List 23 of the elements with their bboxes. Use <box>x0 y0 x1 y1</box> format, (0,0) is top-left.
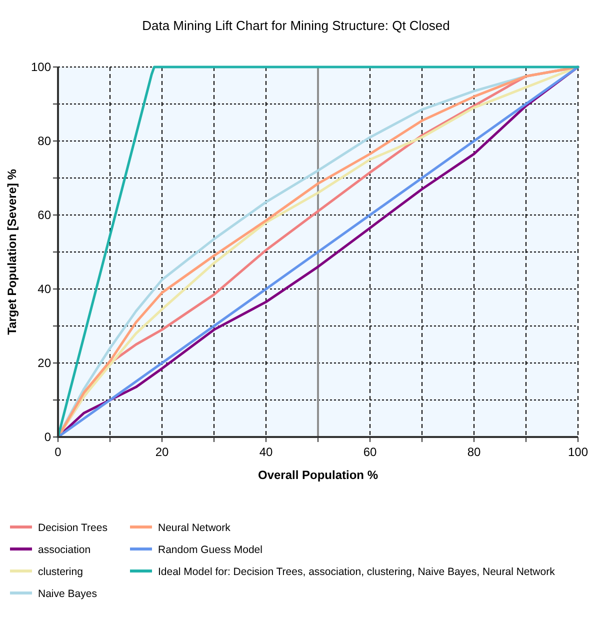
y-tick-label: 60 <box>38 208 52 222</box>
chart-title: Data Mining Lift Chart for Mining Structure: Qt Closed <box>142 18 450 33</box>
y-tick-label: 20 <box>38 356 52 370</box>
y-tick-label: 0 <box>44 430 52 444</box>
x-tick-label: 80 <box>467 445 481 459</box>
legend-label: Ideal Model for: Decision Trees, association, clustering, Naive Bayes, Neural Network <box>158 566 556 578</box>
y-tick-label: 100 <box>30 60 52 74</box>
x-tick-label: 0 <box>54 445 62 459</box>
x-tick-label: 20 <box>155 445 169 459</box>
y-tick-label: 80 <box>38 134 52 148</box>
legend-label: Random Guess Model <box>158 544 262 556</box>
legend-label: Naive Bayes <box>38 588 97 600</box>
x-tick-label: 40 <box>259 445 273 459</box>
line-series <box>56 66 580 438</box>
x-tick-label: 60 <box>363 445 377 459</box>
legend-label: clustering <box>38 566 84 578</box>
legend-label: Decision Trees <box>38 522 108 534</box>
x-tick-label: 100 <box>568 445 588 459</box>
legend-label: Neural Network <box>158 522 232 534</box>
y-tick-label: 40 <box>38 282 52 296</box>
legend-label: association <box>38 544 91 556</box>
y-axis-title: Target Population [Severe] % <box>5 168 19 335</box>
x-axis-title: Overall Population % <box>258 468 378 482</box>
